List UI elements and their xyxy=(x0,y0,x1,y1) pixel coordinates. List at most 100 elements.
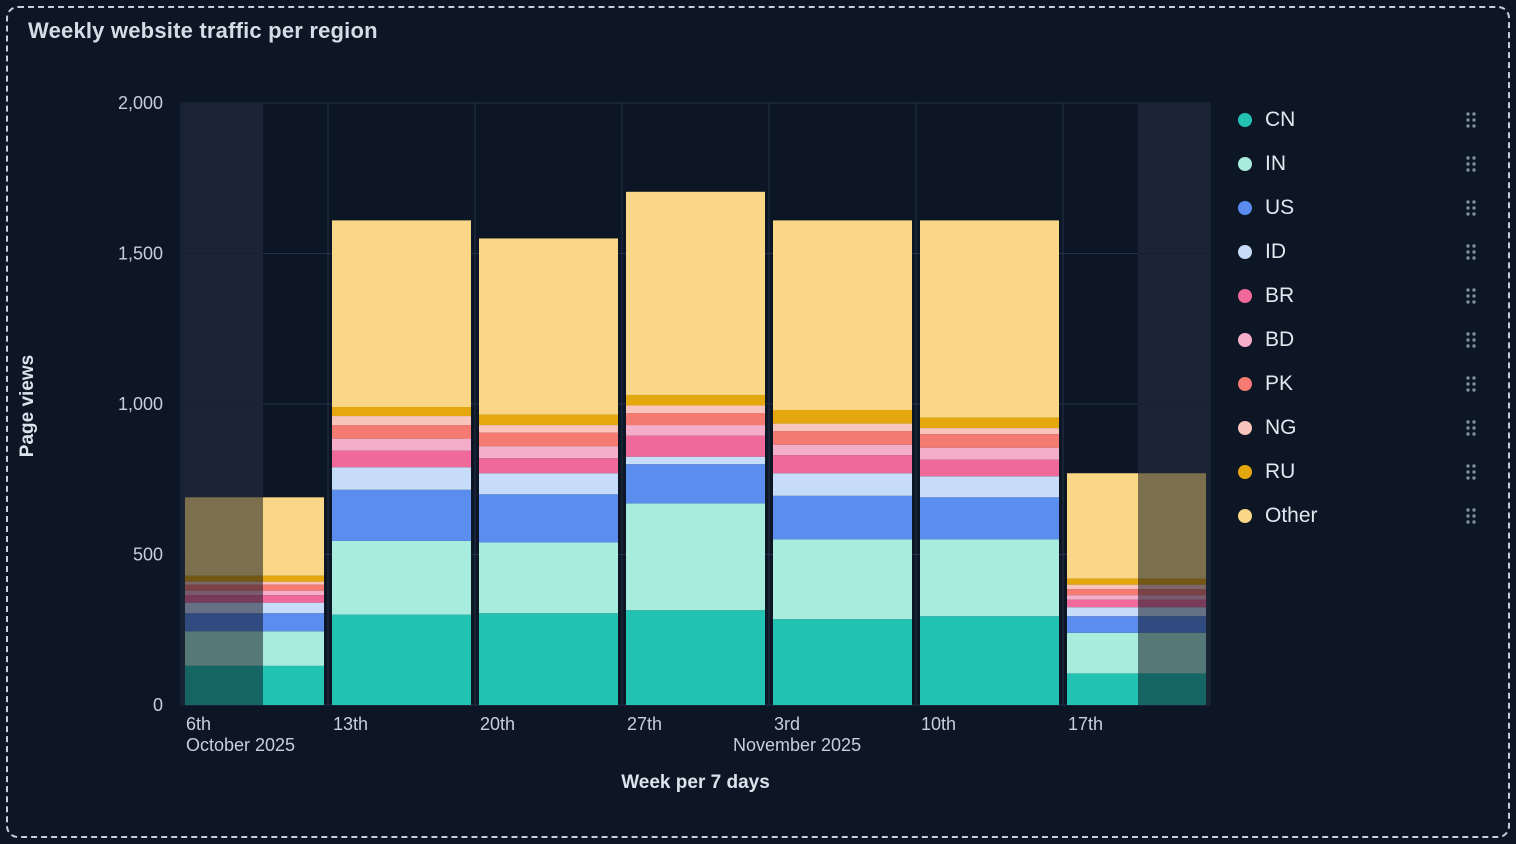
bar-segment-BR-20th[interactable] xyxy=(479,458,618,474)
bar-segment-CN-10th[interactable] xyxy=(920,616,1059,705)
bar-segment-PK-10th[interactable] xyxy=(920,434,1059,448)
bar-segment-BD-10th[interactable] xyxy=(920,447,1059,460)
bar-segment-US-10th[interactable] xyxy=(920,497,1059,540)
month-label: October 2025 xyxy=(186,735,295,755)
legend-color-dot xyxy=(1238,157,1252,171)
bar-segment-NG-13th[interactable] xyxy=(332,416,471,426)
bar-segment-NG-10th[interactable] xyxy=(920,428,1059,435)
bar-segment-CN-27th[interactable] xyxy=(626,610,765,705)
bar-segment-CN-20th[interactable] xyxy=(479,613,618,705)
legend-label: BR xyxy=(1265,284,1295,307)
chart-legend: CN IN US ID BR BD PK NG RU Other xyxy=(1238,98,1478,538)
bar-segment-BD-27th[interactable] xyxy=(626,425,765,436)
bar-segment-RU-20th[interactable] xyxy=(479,414,618,426)
bar-segment-RU-13th[interactable] xyxy=(332,407,471,417)
bar-segment-PK-27th[interactable] xyxy=(626,413,765,426)
y-tick-label: 0 xyxy=(153,695,163,715)
bar-segment-Other-10th[interactable] xyxy=(920,220,1059,418)
bar-segment-ID-13th[interactable] xyxy=(332,467,471,490)
x-tick-label: 10th xyxy=(921,714,956,734)
legend-label: CN xyxy=(1265,108,1296,131)
bar-segment-IN-10th[interactable] xyxy=(920,539,1059,617)
legend-item-NG[interactable]: NG xyxy=(1238,406,1478,450)
drag-handle-icon[interactable] xyxy=(1464,198,1478,218)
legend-item-RU[interactable]: RU xyxy=(1238,450,1478,494)
drag-handle-icon[interactable] xyxy=(1464,242,1478,262)
legend-label: IN xyxy=(1265,152,1286,175)
bar-segment-NG-20th[interactable] xyxy=(479,425,618,433)
legend-label: NG xyxy=(1265,416,1297,439)
legend-label: RU xyxy=(1265,460,1296,483)
bar-segment-BR-10th[interactable] xyxy=(920,459,1059,477)
bar-segment-BR-17th[interactable] xyxy=(1067,599,1206,608)
bar-segment-PK-20th[interactable] xyxy=(479,432,618,447)
bar-segment-ID-20th[interactable] xyxy=(479,473,618,495)
legend-color-dot xyxy=(1238,113,1252,127)
legend-color-dot xyxy=(1238,245,1252,259)
legend-item-PK[interactable]: PK xyxy=(1238,362,1478,406)
bar-segment-BD-17th[interactable] xyxy=(1067,595,1206,600)
legend-item-BR[interactable]: BR xyxy=(1238,274,1478,318)
bar-segment-PK-3rd[interactable] xyxy=(773,431,912,445)
bar-segment-BD-3rd[interactable] xyxy=(773,444,912,456)
legend-label: PK xyxy=(1265,372,1294,395)
bar-segment-ID-10th[interactable] xyxy=(920,476,1059,498)
legend-item-ID[interactable]: ID xyxy=(1238,230,1478,274)
legend-item-BD[interactable]: BD xyxy=(1238,318,1478,362)
drag-handle-icon[interactable] xyxy=(1464,418,1478,438)
bar-segment-NG-27th[interactable] xyxy=(626,405,765,414)
bar-segment-ID-17th[interactable] xyxy=(1067,607,1206,617)
bar-segment-BD-20th[interactable] xyxy=(479,446,618,459)
bar-segment-BR-13th[interactable] xyxy=(332,450,471,468)
dim-overlay-right xyxy=(1138,103,1210,705)
bar-segment-RU-27th[interactable] xyxy=(626,394,765,406)
bar-segment-US-20th[interactable] xyxy=(479,494,618,543)
legend-item-IN[interactable]: IN xyxy=(1238,142,1478,186)
drag-handle-icon[interactable] xyxy=(1464,154,1478,174)
bar-segment-US-13th[interactable] xyxy=(332,489,471,541)
y-tick-label: 2,000 xyxy=(118,93,163,113)
y-tick-label: 1,000 xyxy=(118,394,163,414)
bar-segment-Other-20th[interactable] xyxy=(479,238,618,415)
bar-segment-IN-27th[interactable] xyxy=(626,503,765,611)
x-tick-label: 17th xyxy=(1068,714,1103,734)
bar-segment-NG-3rd[interactable] xyxy=(773,423,912,432)
bar-segment-PK-17th[interactable] xyxy=(1067,589,1206,596)
bar-segment-ID-3rd[interactable] xyxy=(773,473,912,496)
bar-segment-ID-27th[interactable] xyxy=(626,456,765,465)
bar-segment-IN-20th[interactable] xyxy=(479,542,618,614)
drag-handle-icon[interactable] xyxy=(1464,462,1478,482)
drag-handle-icon[interactable] xyxy=(1464,374,1478,394)
legend-color-dot xyxy=(1238,421,1252,435)
bar-segment-IN-13th[interactable] xyxy=(332,540,471,615)
bar-segment-BD-13th[interactable] xyxy=(332,438,471,451)
bar-segment-RU-10th[interactable] xyxy=(920,417,1059,429)
y-tick-label: 1,500 xyxy=(118,244,163,264)
bar-segment-RU-3rd[interactable] xyxy=(773,410,912,424)
bar-segment-Other-27th[interactable] xyxy=(626,191,765,395)
legend-item-Other[interactable]: Other xyxy=(1238,494,1478,538)
bar-segment-CN-13th[interactable] xyxy=(332,614,471,705)
x-tick-label: 20th xyxy=(480,714,515,734)
legend-color-dot xyxy=(1238,465,1252,479)
month-label: November 2025 xyxy=(733,735,861,755)
legend-item-CN[interactable]: CN xyxy=(1238,98,1478,142)
bar-segment-BR-3rd[interactable] xyxy=(773,455,912,474)
legend-item-US[interactable]: US xyxy=(1238,186,1478,230)
bar-segment-BR-27th[interactable] xyxy=(626,435,765,457)
bar-segment-US-3rd[interactable] xyxy=(773,495,912,540)
bar-segment-IN-3rd[interactable] xyxy=(773,539,912,620)
bar-segment-PK-13th[interactable] xyxy=(332,425,471,439)
drag-handle-icon[interactable] xyxy=(1464,330,1478,350)
bar-segment-NG-17th[interactable] xyxy=(1067,584,1206,590)
chart-title: Weekly website traffic per region xyxy=(28,18,378,43)
bar-segment-Other-3rd[interactable] xyxy=(773,220,912,411)
bar-segment-US-27th[interactable] xyxy=(626,464,765,504)
drag-handle-icon[interactable] xyxy=(1464,110,1478,130)
drag-handle-icon[interactable] xyxy=(1464,286,1478,306)
bar-segment-CN-3rd[interactable] xyxy=(773,619,912,705)
x-tick-label: 13th xyxy=(333,714,368,734)
bar-segment-Other-13th[interactable] xyxy=(332,220,471,408)
bar-segment-RU-17th[interactable] xyxy=(1067,578,1206,585)
drag-handle-icon[interactable] xyxy=(1464,506,1478,526)
